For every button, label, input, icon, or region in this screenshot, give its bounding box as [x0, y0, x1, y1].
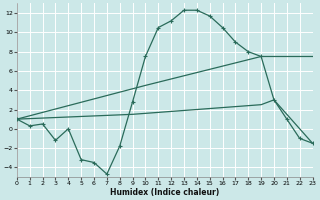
- X-axis label: Humidex (Indice chaleur): Humidex (Indice chaleur): [110, 188, 219, 197]
